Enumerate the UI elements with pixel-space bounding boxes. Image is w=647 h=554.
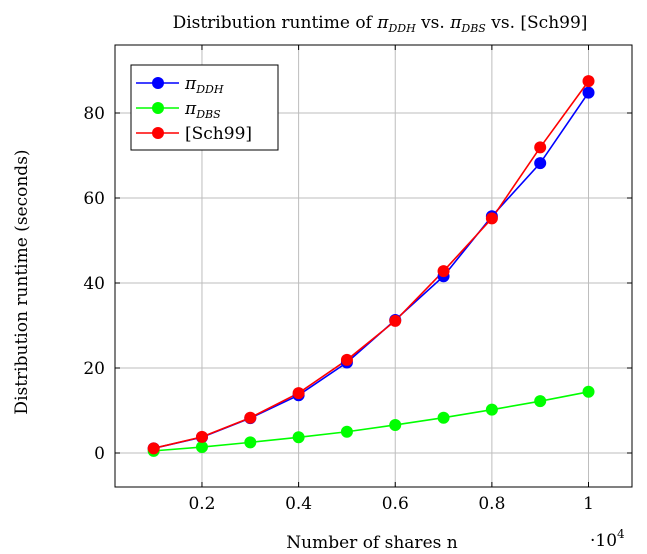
legend-label-symbol: π <box>184 99 197 119</box>
title-mid-1: vs. <box>416 13 451 33</box>
series-line-2 <box>153 391 589 452</box>
data-point-series-2 <box>244 436 257 449</box>
data-point-series-2 <box>389 418 402 431</box>
data-point-series-3 <box>485 212 498 225</box>
legend-label-symbol: [Sch99] <box>185 124 252 144</box>
data-point-series-1 <box>534 157 547 170</box>
x-tick-label: 0.6 <box>382 494 409 514</box>
x-tick-label: 0.4 <box>285 494 312 514</box>
y-tick-label: 40 <box>83 274 105 294</box>
data-point-series-3 <box>389 314 402 327</box>
data-point-series-2 <box>485 403 498 416</box>
series-lines <box>153 80 590 452</box>
legend-label-symbol: π <box>184 74 197 94</box>
data-point-series-3 <box>244 411 257 424</box>
legend-marker <box>152 127 164 139</box>
x-tick-label: 1 <box>583 494 594 514</box>
data-point-series-2 <box>437 411 450 424</box>
data-point-series-2 <box>195 441 208 454</box>
data-point-series-2 <box>534 395 547 408</box>
data-point-series-3 <box>340 353 353 366</box>
y-axis-label: Distribution runtime (seconds) <box>12 149 32 414</box>
data-point-series-3 <box>195 430 208 443</box>
grid-lines <box>115 45 632 487</box>
x-axis-label: Number of shares n <box>286 533 457 553</box>
title-pi-2: π <box>449 13 462 33</box>
axis-ticks: 0.2 0.4 0.6 0.8 1 0 20 40 60 80 <box>83 45 632 514</box>
x-tick-label: 0.8 <box>478 494 505 514</box>
data-point-series-3 <box>147 442 160 455</box>
legend-marker <box>152 102 164 114</box>
x-scale-exponent: 4 <box>617 527 625 541</box>
data-point-series-2 <box>340 425 353 438</box>
y-tick-label: 60 <box>83 189 105 209</box>
legend-label: [Sch99] <box>185 124 252 144</box>
data-point-series-2 <box>292 431 305 444</box>
x-tick-label: 0.2 <box>188 494 215 514</box>
y-tick-label: 80 <box>83 104 105 124</box>
title-mid-2: vs. [Sch99] <box>486 13 588 33</box>
data-point-series-3 <box>292 387 305 400</box>
title-prefix: Distribution runtime of <box>173 13 378 33</box>
x-scale-multiplier: ·104 <box>590 527 625 551</box>
legend-label: πDBS <box>184 99 221 121</box>
data-point-series-1 <box>582 86 595 99</box>
data-point-series-3 <box>534 141 547 154</box>
data-point-series-2 <box>582 385 595 398</box>
data-point-series-3 <box>437 265 450 278</box>
legend-label-subscript: DBS <box>195 108 221 121</box>
title-sub-1: DDH <box>387 22 416 35</box>
legend-label: πDDH <box>184 74 224 96</box>
data-point-series-3 <box>582 75 595 88</box>
series-line-3 <box>153 80 590 450</box>
series-markers <box>147 75 595 457</box>
chart-title: Distribution runtime of πDDH vs. πDBS vs… <box>173 13 588 35</box>
legend-marker <box>152 77 164 89</box>
title-pi-1: π <box>376 13 389 33</box>
legend-label-subscript: DDH <box>195 83 224 96</box>
plot-frame <box>114 44 633 488</box>
title-sub-2: DBS <box>460 22 486 35</box>
x-scale-base: ·10 <box>590 531 617 551</box>
y-tick-label: 0 <box>94 444 105 464</box>
y-tick-label: 20 <box>83 359 105 379</box>
